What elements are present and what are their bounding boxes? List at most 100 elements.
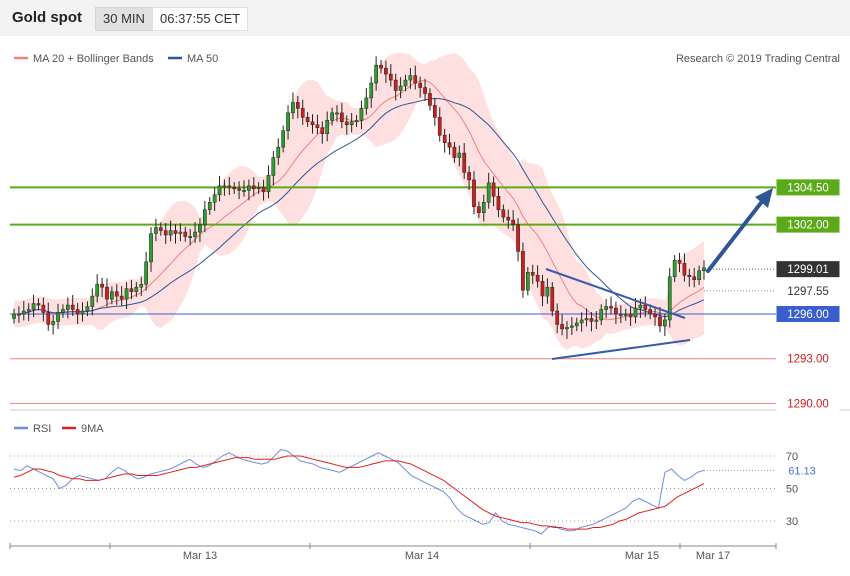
candle-body xyxy=(418,82,423,88)
candle-body xyxy=(467,172,471,181)
candle-body xyxy=(100,283,104,288)
candle-body xyxy=(281,130,285,148)
candle-body xyxy=(462,152,467,173)
candle-body xyxy=(614,307,618,315)
candle-body xyxy=(90,295,95,307)
level-tag-1299-01 xyxy=(776,261,840,278)
timeframe-badge[interactable]: 30 MIN xyxy=(95,7,153,31)
candle-body xyxy=(545,286,550,297)
x-tick-label-mar-13: Mar 13 xyxy=(183,550,217,562)
candle-body xyxy=(623,313,628,316)
candle-body xyxy=(560,324,564,330)
candle-body xyxy=(491,182,496,197)
candle-body xyxy=(51,321,55,325)
credit-text: Research © 2019 Trading Central xyxy=(676,53,840,65)
candle-body xyxy=(17,313,21,316)
candle-body xyxy=(291,102,295,114)
candle-body xyxy=(149,233,153,263)
candle-body xyxy=(555,310,560,325)
candle-body xyxy=(447,142,452,148)
candle-body xyxy=(65,304,70,310)
candle-body xyxy=(437,117,442,136)
candle-body xyxy=(261,187,266,193)
candle-body xyxy=(340,112,344,123)
candle-body xyxy=(511,219,515,225)
ma20-line xyxy=(14,80,705,321)
ma20-legend-label: MA 20 + Bollinger Bands xyxy=(33,53,154,65)
candle-body xyxy=(535,275,540,282)
candle-body xyxy=(310,121,315,126)
rsi-tick-label-70: 70 xyxy=(786,451,798,463)
candle-body xyxy=(369,82,374,99)
candle-body xyxy=(129,288,134,292)
candle-body xyxy=(222,185,227,188)
candle-body xyxy=(506,216,511,221)
candle-body xyxy=(95,283,100,297)
candle-body xyxy=(124,288,129,300)
candle-body xyxy=(26,309,31,312)
candle-body xyxy=(344,121,349,126)
candle-body xyxy=(388,73,393,81)
candle-body xyxy=(320,127,325,134)
candle-body xyxy=(594,319,599,322)
candle-body xyxy=(325,120,330,134)
candle-body xyxy=(134,286,139,292)
candle-body xyxy=(110,291,114,300)
candle-body xyxy=(374,64,378,84)
candle-body xyxy=(198,224,202,233)
ma50-line xyxy=(14,97,705,318)
candle-body xyxy=(702,267,706,272)
candle-body xyxy=(119,295,124,300)
candle-body xyxy=(428,93,432,106)
candle-body xyxy=(408,75,413,81)
candle-body xyxy=(276,146,281,158)
candle-body xyxy=(364,97,369,109)
candle-body xyxy=(46,312,51,325)
candle-body xyxy=(286,112,290,131)
level-label-1293-00: 1293.00 xyxy=(787,354,829,366)
timestamp-badge: 06:37:55 CET xyxy=(152,7,249,31)
candle-body xyxy=(305,117,310,123)
candle-body xyxy=(525,272,530,291)
candle-body xyxy=(413,75,418,84)
candle-body xyxy=(692,276,697,280)
level-tag-1290-00 xyxy=(776,395,840,412)
level-label-1299-01: 1299.01 xyxy=(787,264,829,276)
projection-arrow-head xyxy=(755,188,773,208)
rsi-tick-label-30: 30 xyxy=(786,516,798,528)
instrument-title: Gold spot xyxy=(12,9,82,26)
candle-body xyxy=(349,121,354,126)
candle-body xyxy=(354,120,359,123)
candlesticks xyxy=(12,56,706,339)
candle-body xyxy=(232,187,237,190)
candle-body xyxy=(584,318,589,321)
candle-body xyxy=(643,304,648,310)
candle-body xyxy=(516,224,520,252)
candle-body xyxy=(85,306,90,312)
moving-averages xyxy=(14,80,705,321)
level-tag-1293-00 xyxy=(776,350,840,367)
rsi-tick-label-50: 50 xyxy=(786,484,798,496)
candle-body xyxy=(677,260,682,264)
candle-body xyxy=(398,85,403,91)
candle-body xyxy=(139,283,144,288)
candle-body xyxy=(237,188,241,191)
projection-arrow-shaft xyxy=(706,197,766,273)
candle-body xyxy=(697,270,701,280)
candle-body xyxy=(359,108,364,121)
candle-body xyxy=(193,231,197,237)
projection-arrow xyxy=(706,188,773,273)
candle-body xyxy=(144,261,148,285)
candle-body xyxy=(212,194,217,203)
candle-body xyxy=(393,79,398,91)
candle-body xyxy=(530,272,535,276)
candle-body xyxy=(599,309,604,321)
candle-body xyxy=(653,313,657,318)
candle-body xyxy=(256,187,261,190)
candle-body xyxy=(36,303,41,306)
candle-body xyxy=(638,304,643,309)
candle-body xyxy=(31,303,36,310)
candle-body xyxy=(12,313,16,319)
candle-body xyxy=(217,185,222,196)
candle-body xyxy=(433,105,437,118)
